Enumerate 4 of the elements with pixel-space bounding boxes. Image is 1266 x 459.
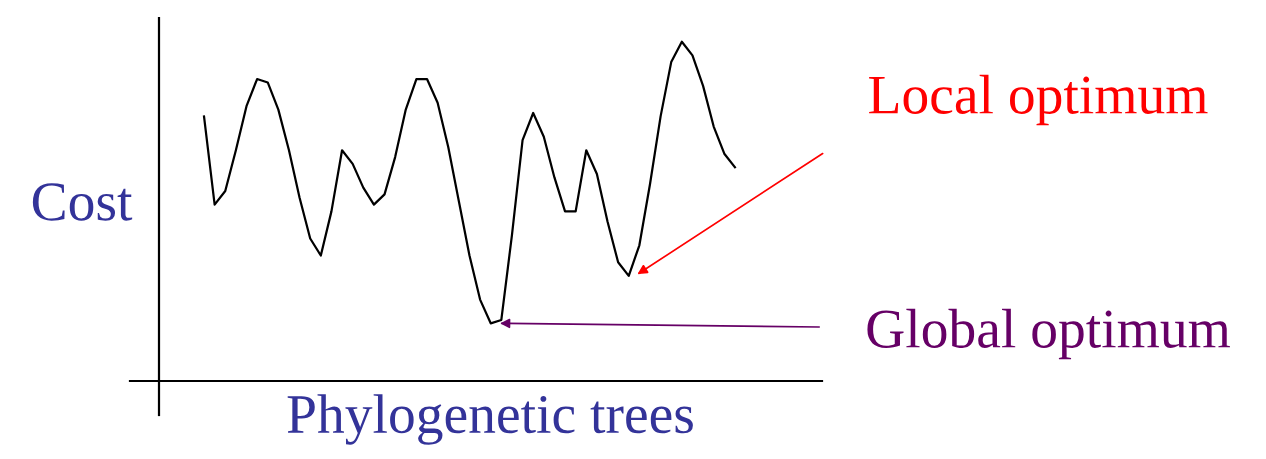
text: Local optimum: [869, 74, 1208, 126]
x-axis-title: Phylogenetic trees: [287, 394, 693, 445]
text: Global optimum: [867, 308, 1230, 360]
y-axis-title: Cost: [32, 183, 133, 221]
